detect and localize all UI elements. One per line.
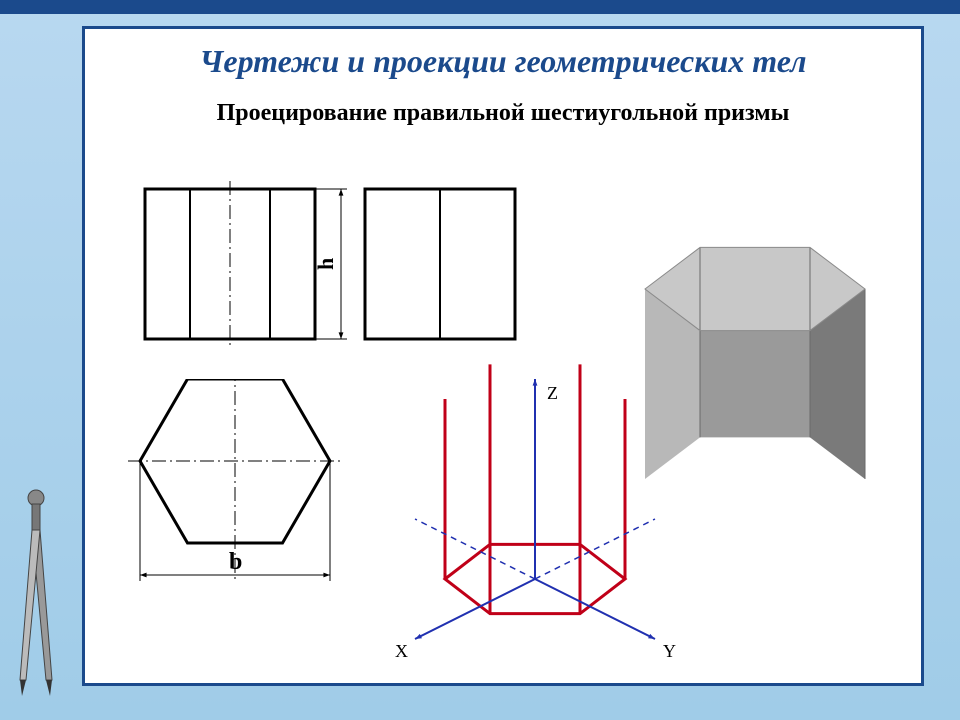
slide-title: Чертежи и проекции геометрических тел	[85, 29, 921, 80]
svg-text:Y: Y	[663, 641, 676, 661]
top-view: b	[105, 379, 385, 629]
svg-text:h: h	[313, 258, 338, 270]
svg-text:X: X	[395, 641, 408, 661]
compass-icon	[6, 480, 66, 700]
solid-prism	[605, 209, 905, 569]
slide-frame: Чертежи и проекции геометрических тел Пр…	[82, 26, 924, 686]
front-view: h	[105, 169, 365, 369]
diagram-stage: h b Z X Y	[85, 169, 921, 689]
svg-text:Z: Z	[547, 383, 558, 403]
slide-subtitle: Проецирование правильной шестиугольной п…	[85, 80, 921, 127]
svg-text:b: b	[229, 549, 242, 575]
